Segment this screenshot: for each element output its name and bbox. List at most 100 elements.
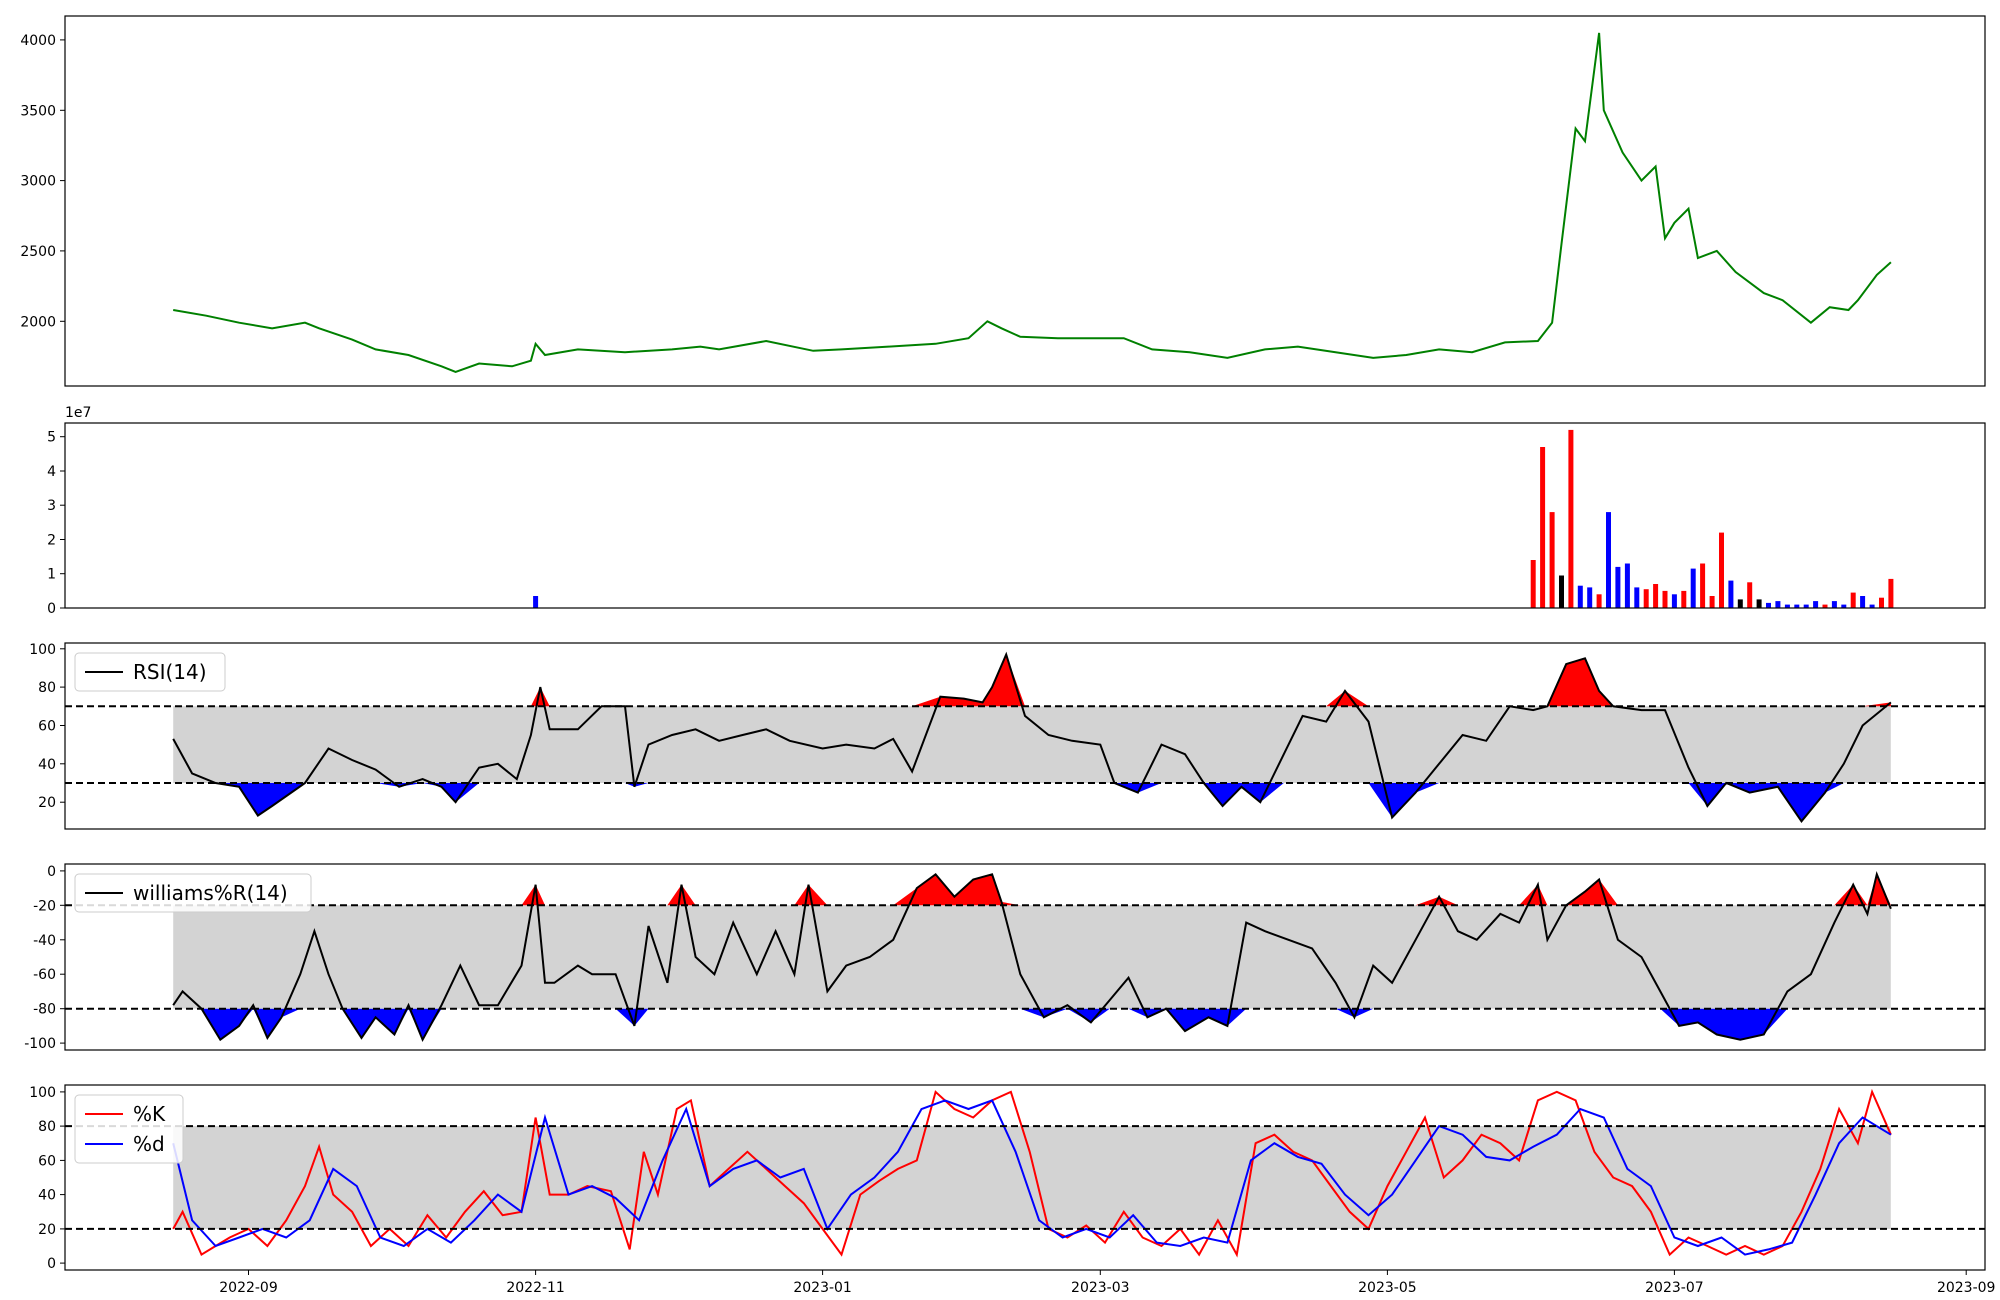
volume-bar-20	[1709, 596, 1715, 608]
price-ytick-label: 2500	[20, 244, 56, 260]
volume-bar-1	[1530, 560, 1536, 608]
price-ytick-label: 2000	[20, 314, 56, 330]
rsi-legend-box	[74, 652, 226, 692]
volume-bar-11	[1624, 563, 1630, 608]
williams-line	[172, 871, 1892, 1043]
volume-bar-5	[1568, 429, 1574, 608]
volume-bar-4	[1559, 575, 1564, 608]
volume-bar-21	[1719, 532, 1724, 608]
volume-bar-30	[1803, 604, 1809, 608]
volume-bar-28	[1784, 604, 1790, 608]
volume-bar-3	[1549, 512, 1555, 608]
volume-bar-10	[1615, 566, 1621, 608]
rsi-ytick-label: 40	[38, 757, 56, 773]
volume-bar-32	[1822, 604, 1828, 608]
williams-ytick-label: -80	[33, 1002, 56, 1018]
volume-bar-29	[1794, 604, 1800, 608]
price-plot-area	[173, 32, 1892, 373]
volume-bar-26	[1766, 602, 1771, 608]
volume-bar-13	[1643, 589, 1649, 608]
volume-ytick-label: 1	[47, 567, 56, 583]
xtick-label: 2023-09	[1937, 1280, 1996, 1296]
volume-bar-8	[1596, 594, 1602, 608]
stochastic-plot-area	[172, 1088, 1892, 1258]
volume-bar-37	[1869, 604, 1875, 608]
price-frame	[64, 15, 1986, 387]
xtick-label: 2022-11	[506, 1280, 565, 1296]
volume-plot-area	[533, 429, 1894, 608]
xtick-label: 2023-07	[1645, 1280, 1704, 1296]
volume-ytick-label: 0	[47, 601, 56, 617]
price-panel: 2000 2500 3000 3500 4000	[20, 15, 1986, 387]
volume-ytick-label: 2	[47, 533, 56, 549]
stochastic-panel: 0 20 40 60 80 100 2022-09 2022-11 2023-01 2023-03…	[29, 1084, 1996, 1296]
volume-bar-19	[1700, 563, 1706, 608]
volume-ytick-label: 4	[47, 464, 56, 480]
stoch-line-1	[172, 1099, 1892, 1256]
williams-ytick-label: -40	[33, 933, 56, 949]
price-ytick-label: 3500	[20, 103, 56, 119]
xtick-label: 2023-03	[1071, 1280, 1130, 1296]
stochastic-ytick-label: 80	[38, 1119, 56, 1135]
stochastic-ytick-label: 100	[29, 1085, 56, 1101]
volume-bar-2	[1540, 447, 1546, 608]
volume-ytick-label: 3	[47, 498, 56, 514]
volume-bar-12	[1634, 587, 1640, 608]
volume-bar-25	[1756, 599, 1762, 608]
rsi-ytick-label: 80	[38, 680, 56, 696]
volume-bar-38	[1879, 597, 1884, 608]
stoch-line-0	[172, 1088, 1892, 1258]
williams-ytick-label: -100	[24, 1036, 56, 1052]
williams-ytick-label: 0	[47, 864, 56, 880]
rsi-band	[173, 706, 1891, 783]
stochastic-ytick-label: 0	[47, 1256, 56, 1272]
williams-ytick-label: -60	[33, 967, 56, 983]
volume-bar-15	[1662, 590, 1668, 608]
rsi-overbought-fill	[173, 654, 1891, 707]
volume-bar-39	[1888, 578, 1894, 608]
volume-bar-22	[1728, 580, 1734, 608]
price-ytick-label: 3000	[20, 174, 56, 190]
williams-plot-area	[172, 871, 1892, 1043]
rsi-panel: 20 40 60 80 100 RSI(14)	[29, 642, 1986, 830]
volume-bar-33	[1831, 601, 1837, 608]
rsi-legend: RSI(14)	[74, 652, 226, 692]
rsi-legend-label: RSI(14)	[133, 660, 207, 684]
xtick-label: 2023-01	[793, 1280, 852, 1296]
volume-bar-14	[1653, 584, 1659, 608]
stochastic-legend-label: %d	[133, 1132, 165, 1156]
stochastic-frame	[64, 1084, 1986, 1271]
stochastic-ytick-label: 20	[38, 1222, 56, 1238]
xtick-label: 2022-09	[219, 1280, 278, 1296]
volume-multiplier-label: 1e7	[65, 405, 91, 421]
volume-bar-27	[1775, 601, 1781, 608]
rsi-ytick-label: 60	[38, 719, 56, 735]
stochastic-band	[173, 1126, 1891, 1229]
williams-legend-label: williams%R(14)	[133, 881, 288, 905]
rsi-frame	[64, 642, 1986, 830]
volume-bar-6	[1577, 585, 1583, 608]
volume-bar-31	[1813, 601, 1819, 608]
williams-ytick-label: -20	[33, 898, 56, 914]
rsi-line	[172, 651, 1892, 823]
volume-ytick-label: 5	[47, 430, 56, 446]
stochastic-legend-label: %K	[133, 1102, 166, 1126]
stochastic-ytick-label: 60	[38, 1153, 56, 1169]
volume-frame	[64, 422, 1986, 609]
volume-bar-7	[1587, 587, 1593, 608]
stochastic-legend: %K %d	[74, 1094, 184, 1164]
rsi-oversold-fill	[173, 783, 1891, 822]
williams-legend: williams%R(14)	[74, 873, 312, 913]
williams-frame	[64, 863, 1986, 1051]
rsi-ytick-label: 100	[29, 642, 56, 658]
stochastic-legend-box	[74, 1094, 184, 1164]
volume-bar-23	[1737, 599, 1743, 608]
volume-bar-18	[1690, 568, 1696, 608]
volume-panel: 1e7 0 1 2 3 4 5	[47, 405, 1986, 617]
volume-bar-35	[1850, 592, 1856, 608]
volume-bar-17	[1681, 590, 1687, 608]
price-line	[173, 32, 1892, 373]
volume-bar-0	[533, 596, 539, 608]
volume-bar-36	[1860, 596, 1866, 608]
